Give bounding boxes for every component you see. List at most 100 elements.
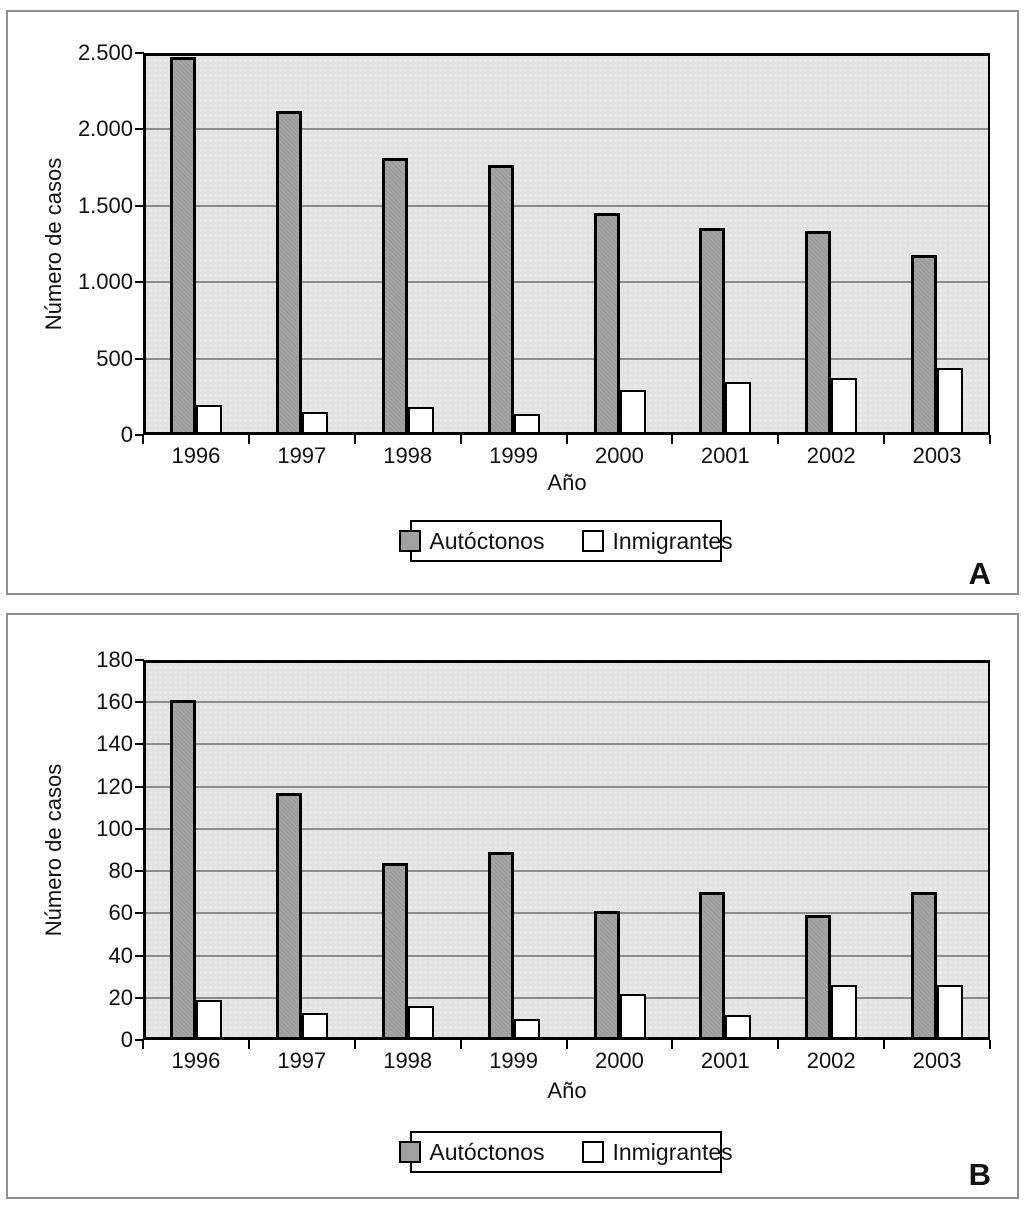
legend-label-autoctonos: Autóctonos	[429, 1138, 545, 1165]
bar-autoctonos-1996	[170, 700, 196, 1040]
legend: Autóctonos Inmigrantes	[399, 520, 733, 562]
chart-panel-b: Número de casos Año Autóctonos Inmigrant…	[6, 613, 1019, 1199]
gridline-40	[143, 954, 990, 957]
x-tick-mark	[142, 435, 144, 444]
x-tick-label-2003: 2003	[912, 443, 962, 468]
y-tick-mark	[135, 701, 144, 704]
y-tick-label-80: 80	[108, 858, 133, 884]
bar-inmigrantes-2000	[620, 390, 646, 435]
bar-autoctonos-2001	[699, 228, 725, 435]
plot-area	[143, 53, 990, 435]
bar-autoctonos-1997	[276, 111, 302, 435]
bar-inmigrantes-1999	[514, 1019, 540, 1040]
gridline-20	[143, 996, 990, 999]
x-tick-mark	[565, 1040, 568, 1049]
bar-inmigrantes-2003	[937, 985, 963, 1040]
gridline-80	[143, 870, 990, 873]
bar-inmigrantes-1999	[514, 414, 540, 435]
bar-autoctonos-1998	[382, 863, 408, 1040]
y-tick-label-40: 40	[108, 942, 133, 968]
y-tick-mark	[135, 1039, 144, 1041]
x-tick-mark	[671, 435, 674, 444]
legend-label-autoctonos: Autóctonos	[429, 527, 545, 554]
legend-swatch-autoctonos	[399, 530, 422, 552]
x-tick-label-1998: 1998	[383, 443, 433, 468]
x-tick-label-2000: 2000	[594, 1048, 644, 1073]
x-tick-label-2001: 2001	[700, 443, 750, 468]
bar-autoctonos-2002	[805, 915, 831, 1040]
x-tick-mark	[247, 1040, 250, 1049]
bar-inmigrantes-1998	[408, 407, 434, 435]
y-tick-label-140: 140	[96, 731, 133, 757]
y-tick-label-2.000: 2.000	[77, 116, 133, 142]
bar-inmigrantes-2001	[725, 1015, 751, 1040]
x-tick-label-1996: 1996	[171, 443, 221, 468]
legend-entry-inmigrantes: Inmigrantes	[582, 527, 733, 555]
y-tick-label-1.500: 1.500	[77, 192, 133, 218]
bar-autoctonos-1998	[382, 158, 408, 435]
x-tick-mark	[671, 1040, 674, 1049]
bar-autoctonos-1999	[488, 165, 514, 435]
y-tick-label-500: 500	[96, 345, 133, 371]
x-tick-label-2002: 2002	[806, 1048, 856, 1073]
y-tick-mark	[135, 434, 144, 436]
gridline-500	[143, 357, 990, 360]
y-tick-label-20: 20	[108, 984, 133, 1010]
y-tick-mark	[135, 52, 144, 54]
x-tick-label-1996: 1996	[171, 1048, 221, 1073]
legend-entry-inmigrantes: Inmigrantes	[582, 1138, 733, 1166]
gridline-1000	[143, 281, 990, 284]
bar-inmigrantes-2000	[620, 994, 646, 1040]
plot-frame	[143, 53, 990, 435]
gridline-2000	[143, 128, 990, 131]
x-tick-mark	[247, 435, 250, 444]
y-tick-mark	[135, 128, 144, 131]
x-tick-mark	[353, 1040, 356, 1049]
x-tick-mark	[142, 1040, 144, 1049]
x-tick-label-1997: 1997	[277, 1048, 327, 1073]
x-tick-label-2003: 2003	[912, 1048, 962, 1073]
gridline-60	[143, 912, 990, 915]
panel-letter-b: B	[968, 1157, 991, 1192]
y-tick-mark	[135, 204, 144, 207]
x-axis-title: Año	[547, 1078, 587, 1103]
bar-inmigrantes-1997	[302, 1013, 328, 1040]
legend-swatch-inmigrantes	[582, 530, 605, 552]
x-tick-label-1997: 1997	[277, 443, 327, 468]
y-tick-mark	[135, 281, 144, 284]
bar-inmigrantes-1997	[302, 412, 328, 435]
bar-autoctonos-1999	[488, 852, 514, 1040]
plot-frame	[143, 660, 990, 1040]
x-tick-mark	[777, 435, 780, 444]
legend-label-inmigrantes: Inmigrantes	[612, 1138, 733, 1165]
x-tick-label-2002: 2002	[806, 443, 856, 468]
gridline-160	[143, 701, 990, 704]
gridline-1500	[143, 204, 990, 207]
x-tick-label-1999: 1999	[489, 443, 539, 468]
bar-inmigrantes-1998	[408, 1006, 434, 1040]
bar-inmigrantes-2002	[831, 378, 857, 435]
x-axis-title: Año	[547, 470, 587, 495]
bar-autoctonos-2003	[911, 255, 937, 435]
y-tick-mark	[135, 954, 144, 957]
legend-entry-autoctonos: Autóctonos	[399, 1139, 544, 1166]
panel-letter-a: A	[968, 556, 991, 591]
y-tick-mark	[135, 870, 144, 873]
gridline-100	[143, 827, 990, 830]
x-tick-mark	[883, 435, 886, 444]
y-tick-mark	[135, 659, 144, 661]
y-tick-label-0: 0	[120, 422, 133, 447]
bar-inmigrantes-2003	[937, 368, 963, 435]
x-tick-mark	[459, 1040, 462, 1049]
chart-panel-a: Número de casos Año Autóctonos Inmigrant…	[6, 10, 1019, 595]
bar-inmigrantes-1996	[196, 405, 222, 435]
bar-autoctonos-2001	[699, 892, 725, 1040]
y-tick-mark	[135, 827, 144, 830]
y-tick-label-160: 160	[96, 689, 133, 715]
legend-label-inmigrantes: Inmigrantes	[612, 527, 733, 554]
bar-autoctonos-2002	[805, 231, 831, 435]
legend-swatch-autoctonos	[399, 1141, 422, 1163]
legend: Autóctonos Inmigrantes	[399, 1131, 733, 1173]
legend-entry-autoctonos: Autóctonos	[399, 528, 544, 555]
gridline-140	[143, 743, 990, 746]
